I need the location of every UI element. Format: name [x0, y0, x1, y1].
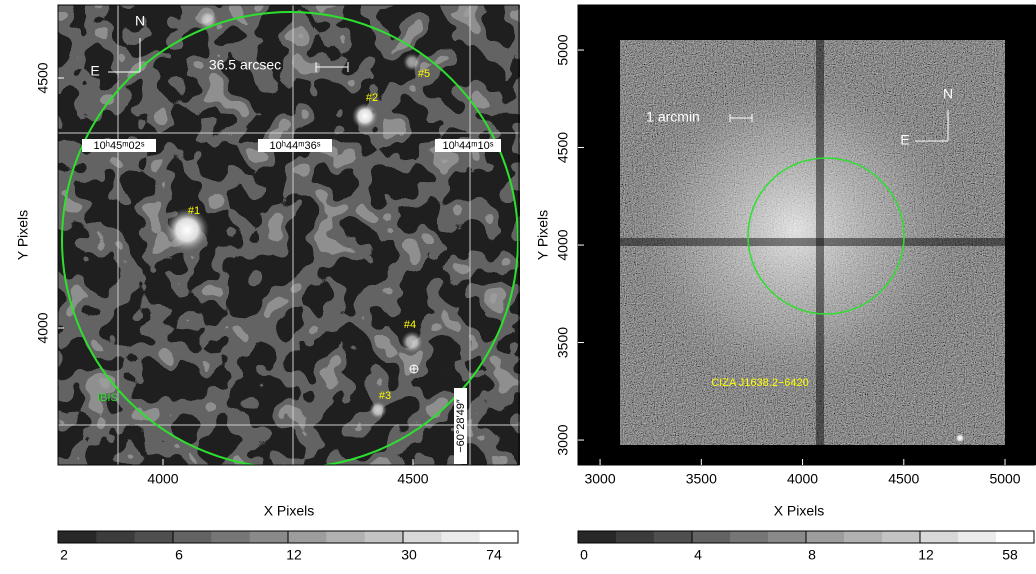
colorbar-label: 6 [175, 547, 183, 563]
colorbar-step [806, 531, 845, 543]
colorbar-step [250, 531, 289, 543]
colorbar-step [441, 531, 480, 543]
x-tick-label: 4500 [397, 471, 428, 487]
x-tick-label: 4000 [787, 471, 818, 487]
x-axis-label: X Pixels [264, 503, 315, 519]
y-tick-label: 4500 [555, 132, 571, 163]
colorbar-step [403, 531, 442, 543]
colorbar-step [882, 531, 921, 543]
compass-n: N [135, 13, 145, 29]
colorbar-step [135, 531, 174, 543]
colorbar-step [365, 531, 404, 543]
annotation: CIZA J1638.2−6420 [711, 377, 809, 389]
image-left [58, 5, 520, 468]
colorbar-step [730, 531, 769, 543]
colorbar-step [692, 531, 731, 543]
x-tick-label: 3500 [686, 471, 717, 487]
dec-label: −60°28′49″ [455, 399, 467, 453]
scale-label: 36.5 arcsec [209, 57, 281, 73]
y-axis-label: Y Pixels [15, 210, 31, 260]
annotation: YSO [428, 366, 452, 378]
colorbar-step [654, 531, 693, 543]
ra-label: 10ʰ44ᵐ10ˢ [443, 140, 494, 152]
compass-n: N [943, 86, 953, 102]
colorbar-step [480, 531, 519, 543]
compass-e: E [900, 132, 909, 148]
source-label: #1 [188, 205, 200, 217]
colorbar-label: 2 [60, 547, 68, 563]
y-tick-label: 4000 [35, 312, 51, 343]
colorbar-label: 4 [694, 547, 702, 563]
scale-label: 1 arcmin [646, 109, 700, 125]
y-tick-label: 3500 [555, 327, 571, 358]
compass-e: E [90, 63, 99, 79]
x-tick-label: 5000 [989, 471, 1020, 487]
x-tick-label: 3000 [584, 471, 615, 487]
colorbar-label: 0 [580, 547, 588, 563]
colorbar-step [211, 531, 250, 543]
x-tick-label: 4500 [888, 471, 919, 487]
annotation: IBIS [97, 392, 118, 404]
colorbar-label: 58 [1002, 547, 1018, 563]
source-label: #4 [404, 319, 416, 331]
colorbar-step [173, 531, 212, 543]
x-tick-label: 4000 [147, 471, 178, 487]
colorbar-step [920, 531, 959, 543]
source-label: #5 [418, 68, 430, 80]
y-tick-label: 4500 [35, 62, 51, 93]
colorbar-label: 12 [286, 547, 302, 563]
x-axis-label: X Pixels [774, 503, 825, 519]
colorbar-step [844, 531, 883, 543]
colorbar-label: 30 [401, 547, 417, 563]
source-label: #3 [379, 390, 391, 402]
y-tick-label: 5000 [555, 34, 571, 65]
colorbar-step [288, 531, 327, 543]
colorbar-label: 8 [808, 547, 816, 563]
colorbar-step [958, 531, 997, 543]
ra-label: 10ʰ44ᵐ36ˢ [270, 140, 321, 152]
ra-label: 10ʰ45ᵐ02ˢ [94, 140, 145, 152]
figure: N E 36.5 arcsec #1 #2 #3 #4 #5 YSO IBIS … [0, 0, 1036, 569]
colorbar-label: 12 [918, 547, 934, 563]
colorbar-step [96, 531, 135, 543]
image-right [578, 5, 1036, 465]
y-axis-label: Y Pixels [535, 210, 551, 260]
colorbar-step [58, 531, 97, 543]
colorbar-step [326, 531, 365, 543]
y-tick-label: 4000 [555, 229, 571, 260]
colorbar-label: 74 [486, 547, 502, 563]
source-label: #2 [366, 92, 378, 104]
colorbar-step [996, 531, 1035, 543]
colorbar-step [616, 531, 655, 543]
y-tick-label: 3000 [555, 424, 571, 455]
colorbar-step [768, 531, 807, 543]
colorbar-step [578, 531, 617, 543]
